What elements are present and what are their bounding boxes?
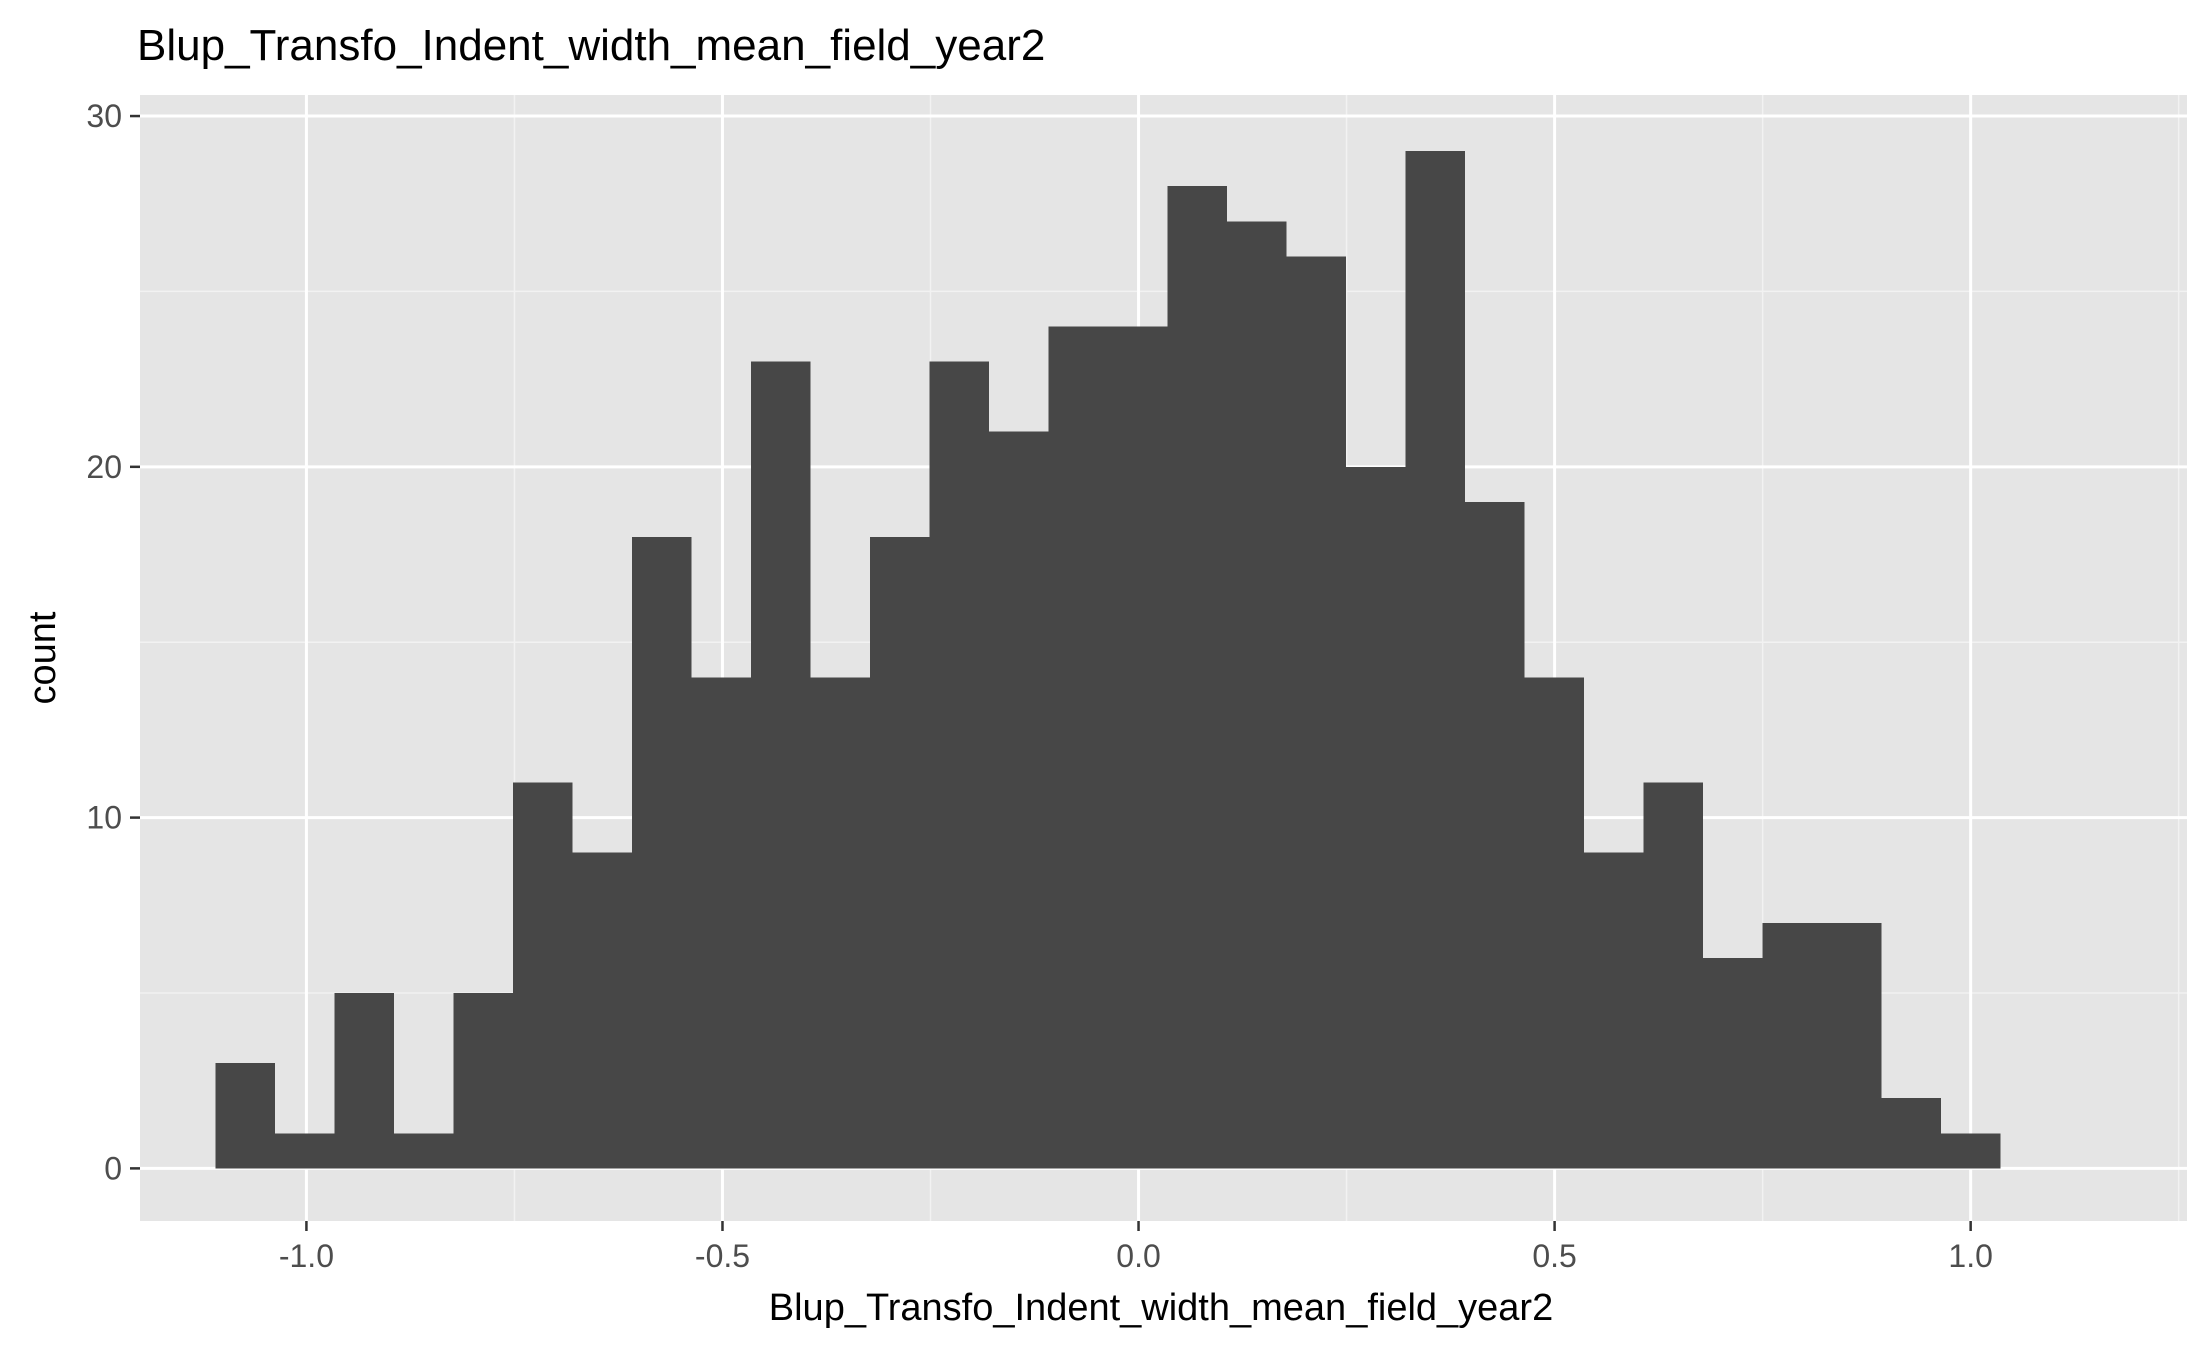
histogram-bar bbox=[215, 1063, 276, 1169]
x-axis: -1.0 -0.5 0.0 0.5 1.0 bbox=[279, 1221, 1993, 1274]
histogram-bar bbox=[513, 782, 573, 1169]
histogram-bar bbox=[1167, 186, 1228, 1169]
histogram-bar bbox=[1465, 501, 1525, 1169]
y-axis: 0 10 20 30 bbox=[86, 98, 140, 1186]
histogram-bar bbox=[1405, 151, 1466, 1169]
histogram-bar bbox=[1762, 922, 1823, 1169]
histogram-bar bbox=[394, 1133, 454, 1169]
histogram-bar bbox=[810, 677, 871, 1169]
histogram-bar bbox=[1703, 957, 1763, 1169]
histogram-bar bbox=[1286, 256, 1347, 1169]
histogram-bar bbox=[751, 361, 811, 1169]
histogram-bar bbox=[929, 361, 990, 1169]
histogram-bar bbox=[572, 852, 633, 1169]
x-tick-label: 1.0 bbox=[1948, 1238, 1992, 1274]
chart-title: Blup_Transfo_Indent_width_mean_field_yea… bbox=[137, 21, 1045, 70]
histogram-bar bbox=[334, 992, 395, 1169]
x-axis-title: Blup_Transfo_Indent_width_mean_field_yea… bbox=[769, 1287, 1553, 1329]
y-tick-label: 30 bbox=[86, 98, 122, 134]
histogram-bar bbox=[275, 1133, 335, 1169]
histogram-bar bbox=[1524, 677, 1585, 1169]
y-tick-label: 10 bbox=[86, 800, 122, 836]
histogram-bar bbox=[1584, 852, 1644, 1169]
histogram-bar bbox=[1346, 466, 1406, 1169]
histogram-bar bbox=[1643, 782, 1704, 1169]
histogram-bar bbox=[632, 536, 692, 1169]
histogram-bar bbox=[870, 536, 930, 1169]
histogram-bar bbox=[1941, 1133, 2001, 1169]
x-tick-label: -0.5 bbox=[695, 1238, 750, 1274]
histogram-bar bbox=[1227, 221, 1287, 1169]
histogram-bar bbox=[1822, 922, 1882, 1169]
histogram-bar bbox=[989, 431, 1049, 1169]
x-tick-label: 0.0 bbox=[1116, 1238, 1160, 1274]
y-axis-title: count bbox=[22, 611, 64, 704]
histogram-bar bbox=[1881, 1098, 1942, 1169]
y-tick-label: 20 bbox=[86, 449, 122, 485]
x-tick-label: -1.0 bbox=[279, 1238, 334, 1274]
x-tick-label: 0.5 bbox=[1532, 1238, 1576, 1274]
y-tick-label: 0 bbox=[104, 1150, 122, 1186]
histogram-bars bbox=[215, 151, 2001, 1169]
histogram-bar bbox=[1048, 326, 1109, 1169]
histogram-bar bbox=[453, 992, 514, 1169]
histogram-bar bbox=[691, 677, 752, 1169]
histogram-bar bbox=[1108, 326, 1168, 1169]
